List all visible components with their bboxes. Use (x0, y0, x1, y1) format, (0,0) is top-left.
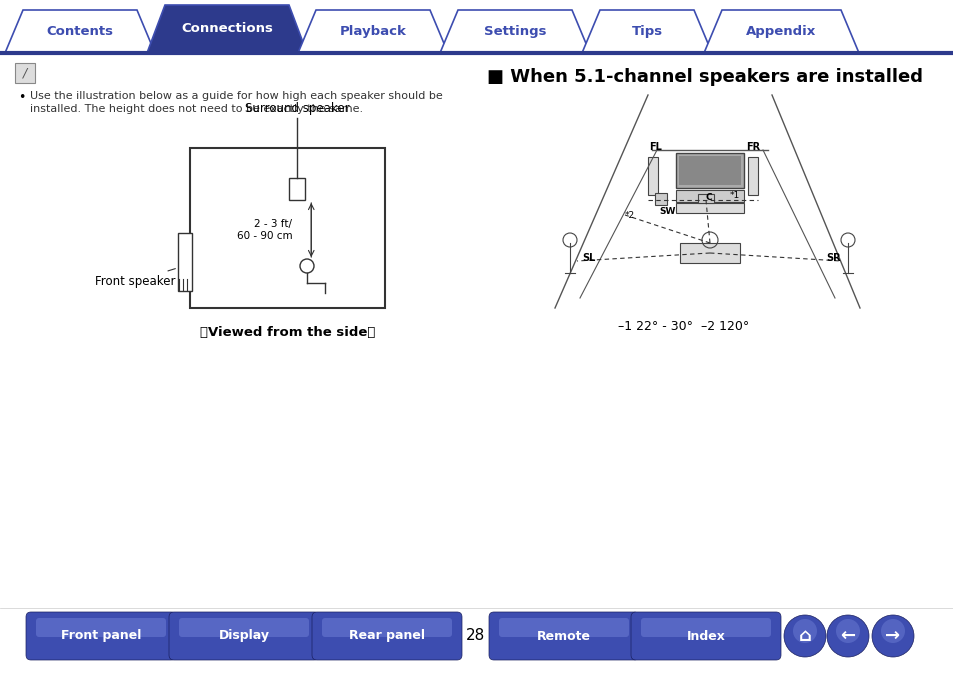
Bar (747, 157, 758, 195)
Text: –1 22° - 30°  –2 120°: –1 22° - 30° –2 120° (618, 320, 748, 333)
Bar (676, 153, 743, 188)
Text: Display: Display (218, 629, 269, 643)
Bar (679, 156, 740, 185)
Text: Front panel: Front panel (61, 629, 141, 643)
Bar (178, 233, 192, 291)
FancyBboxPatch shape (322, 618, 452, 637)
Text: Tips: Tips (631, 25, 662, 38)
Text: 28: 28 (466, 629, 485, 643)
Text: 【Viewed from the side】: 【Viewed from the side】 (199, 326, 375, 339)
Bar (679, 243, 740, 263)
Text: Front speaker: Front speaker (95, 269, 175, 287)
Text: ←: ← (840, 627, 855, 645)
Polygon shape (581, 10, 711, 53)
Text: →: → (884, 627, 900, 645)
Text: ⌂: ⌂ (798, 627, 811, 645)
Text: ■ When 5.1-channel speakers are installed: ■ When 5.1-channel speakers are installe… (486, 68, 923, 86)
Bar (655, 193, 666, 205)
FancyBboxPatch shape (498, 618, 628, 637)
Polygon shape (147, 5, 307, 53)
Text: FL: FL (649, 142, 661, 152)
Text: Playback: Playback (339, 25, 406, 38)
Text: Surround speaker: Surround speaker (245, 102, 349, 115)
FancyBboxPatch shape (640, 618, 770, 637)
Text: SR: SR (825, 253, 840, 263)
Polygon shape (297, 10, 448, 53)
Circle shape (783, 615, 825, 657)
Text: C: C (705, 194, 712, 203)
Bar (647, 157, 658, 195)
Polygon shape (439, 10, 589, 53)
Text: Contents: Contents (47, 25, 113, 38)
Circle shape (792, 619, 816, 643)
Text: •: • (18, 91, 26, 104)
Text: Appendix: Appendix (745, 25, 816, 38)
Text: Index: Index (686, 629, 724, 643)
Bar (676, 190, 743, 202)
Circle shape (835, 619, 859, 643)
Text: SW: SW (659, 207, 675, 216)
FancyBboxPatch shape (169, 612, 318, 660)
Text: SL: SL (581, 253, 595, 263)
Polygon shape (703, 10, 858, 53)
FancyBboxPatch shape (630, 612, 781, 660)
Text: *2: *2 (624, 211, 635, 219)
Text: Connections: Connections (181, 22, 273, 36)
FancyBboxPatch shape (15, 63, 35, 83)
Text: /: / (23, 67, 27, 79)
FancyBboxPatch shape (312, 612, 461, 660)
Text: installed. The height does not need to be exactly the same.: installed. The height does not need to b… (30, 104, 363, 114)
FancyBboxPatch shape (489, 612, 639, 660)
FancyBboxPatch shape (36, 618, 166, 637)
Bar (289, 178, 305, 200)
Circle shape (880, 619, 904, 643)
Text: *1: *1 (729, 192, 740, 201)
Bar (190, 148, 385, 308)
FancyBboxPatch shape (179, 618, 309, 637)
Bar (676, 203, 743, 213)
Polygon shape (5, 10, 154, 53)
Text: 2 - 3 ft/
60 - 90 cm: 2 - 3 ft/ 60 - 90 cm (236, 219, 292, 241)
Text: FR: FR (745, 142, 760, 152)
FancyBboxPatch shape (26, 612, 175, 660)
Text: Use the illustration below as a guide for how high each speaker should be: Use the illustration below as a guide fo… (30, 91, 442, 101)
Text: Rear panel: Rear panel (349, 629, 424, 643)
Text: Remote: Remote (537, 629, 590, 643)
Circle shape (826, 615, 868, 657)
Circle shape (871, 615, 913, 657)
Bar (698, 194, 713, 203)
Text: Settings: Settings (483, 25, 546, 38)
